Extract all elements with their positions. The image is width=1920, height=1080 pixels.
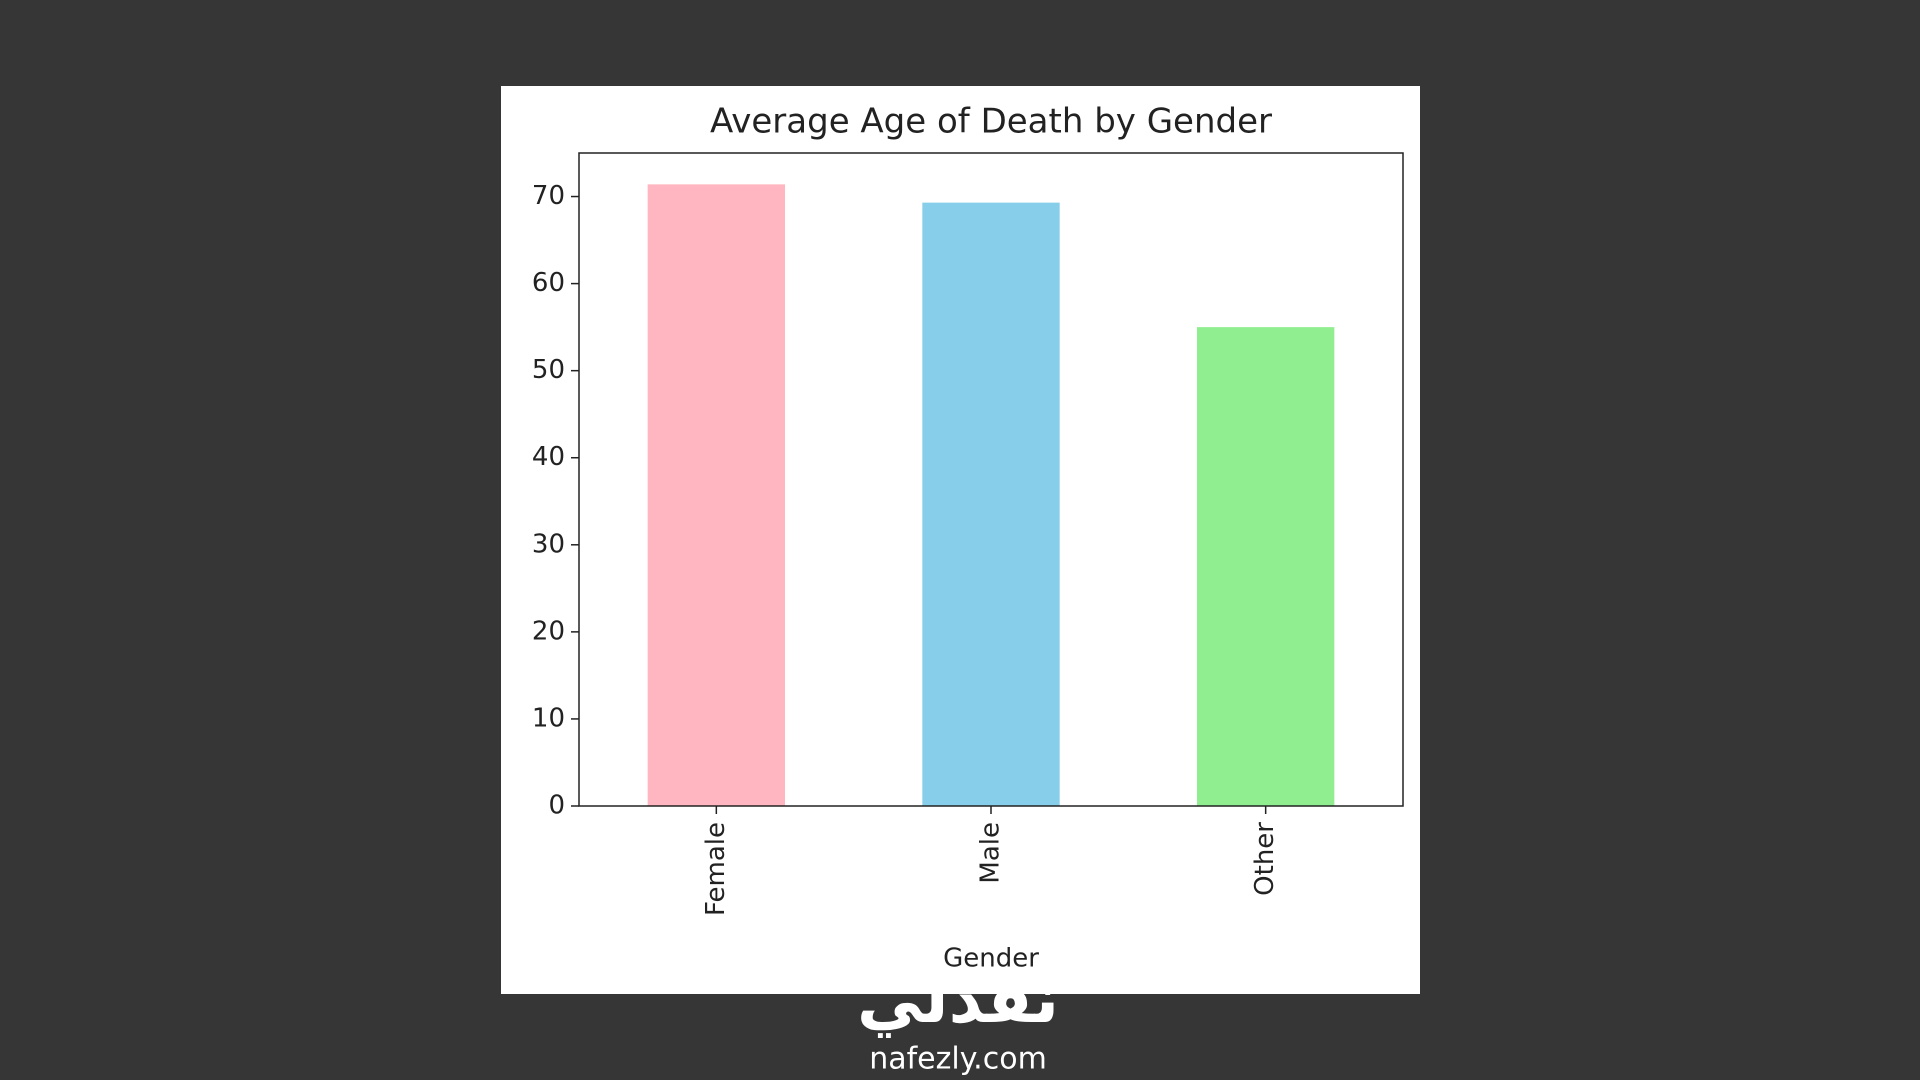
- x-tick-label: Other: [1250, 822, 1280, 896]
- x-tick-label: Male: [976, 822, 1006, 884]
- x-tick-label: Female: [701, 822, 731, 916]
- watermark-arabic: نفذلي: [857, 961, 1059, 1038]
- x-axis-label: Gender: [943, 944, 1039, 974]
- bar: [922, 202, 1060, 807]
- y-tick-label: 70: [532, 181, 565, 211]
- bar: [647, 184, 785, 806]
- y-tick-label: 40: [532, 442, 565, 472]
- y-tick-label: 50: [532, 355, 565, 385]
- y-tick-label: 20: [532, 616, 565, 646]
- y-tick-label: 60: [532, 268, 565, 298]
- y-tick-label: 30: [532, 529, 565, 559]
- y-tick-label: 10: [532, 703, 565, 733]
- watermark-site: nafezly.com: [869, 1042, 1047, 1077]
- axes-frame: [578, 152, 1404, 807]
- y-tick-label: 0: [548, 791, 565, 821]
- bar: [1197, 327, 1335, 806]
- chart-title: Average Age of Death by Gender: [710, 102, 1272, 142]
